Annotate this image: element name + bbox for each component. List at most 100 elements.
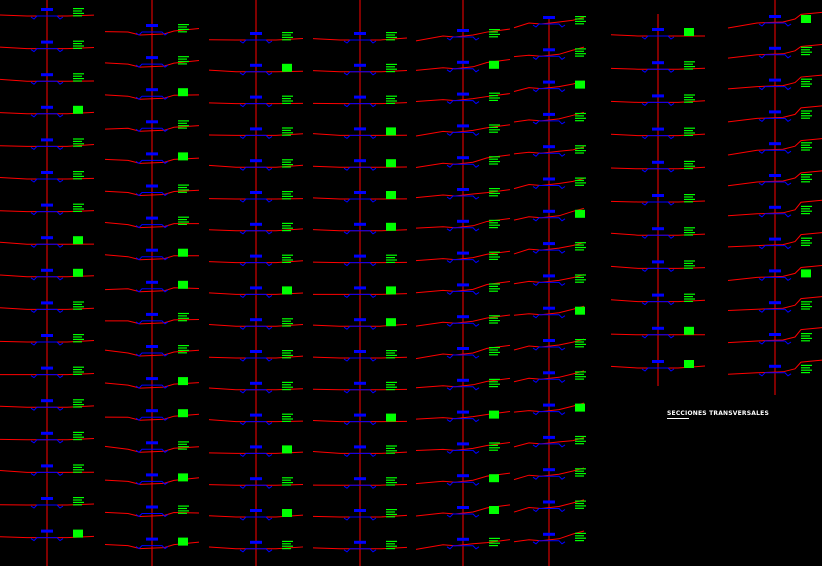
section-ref-block xyxy=(354,540,366,544)
section-ref-block xyxy=(146,248,158,252)
section-ref-block xyxy=(41,40,53,44)
annotation-bar xyxy=(489,386,498,388)
annotation-bar xyxy=(575,115,584,117)
annotation-bar xyxy=(489,227,498,229)
terrain-profile xyxy=(513,111,585,123)
annotation-bar xyxy=(386,509,397,511)
annotation-bar xyxy=(386,32,397,34)
section-ref-block xyxy=(146,345,158,348)
road-platform xyxy=(239,198,273,203)
annotation-bar xyxy=(489,447,500,449)
section-ref-block xyxy=(457,347,469,350)
annotation-bar xyxy=(684,265,695,267)
road-platform xyxy=(30,374,64,379)
annotation-bar xyxy=(489,31,498,33)
annotation-bar xyxy=(575,475,584,477)
road-platform xyxy=(532,152,566,157)
annotation-bar xyxy=(684,229,693,231)
annotation-block xyxy=(575,209,585,218)
annotation-bar xyxy=(801,178,812,180)
annotation-bar xyxy=(575,500,586,502)
annotation-bar xyxy=(73,404,84,406)
drawing-title: SECCIONES TRANSVERSALES xyxy=(667,410,769,417)
annotation-bar xyxy=(386,389,395,391)
road-platform xyxy=(30,504,64,509)
section-ref-block xyxy=(250,413,262,417)
annotation-bar xyxy=(386,452,395,454)
annotation-bar xyxy=(801,340,810,342)
road-platform xyxy=(343,548,377,553)
section-ref-block xyxy=(41,334,53,337)
annotation-bar xyxy=(489,251,500,253)
annotation-bar xyxy=(73,434,82,436)
annotation-bar xyxy=(801,112,810,114)
section-ref-block xyxy=(769,269,781,273)
annotation-bar xyxy=(684,127,695,129)
annotation-block xyxy=(73,268,83,277)
road-platform xyxy=(135,352,169,357)
road-platform xyxy=(446,354,480,359)
road-platform xyxy=(135,95,169,100)
section-ref-block xyxy=(354,191,366,194)
section-ref-block xyxy=(457,251,469,255)
annotation-bar xyxy=(178,221,189,223)
annotation-bar xyxy=(575,246,586,249)
annotation-bar xyxy=(801,144,810,146)
annotation-bar xyxy=(282,191,293,193)
terrain-profile xyxy=(415,154,511,169)
terrain-profile xyxy=(513,146,585,155)
road-platform xyxy=(239,262,273,267)
annotation-bar xyxy=(73,471,82,473)
road-platform xyxy=(641,101,675,107)
section-ref-block xyxy=(543,403,555,407)
annotation-block xyxy=(282,509,292,517)
annotation-block xyxy=(386,318,396,327)
section-ref-block xyxy=(41,399,53,403)
annotation-bar xyxy=(282,222,293,224)
section-ref-block xyxy=(250,63,262,67)
annotation-bar xyxy=(489,29,500,31)
annotation-bar xyxy=(282,548,291,550)
section-ref-block xyxy=(543,500,555,504)
section-ref-block xyxy=(41,73,53,77)
annotation-bar xyxy=(489,92,500,94)
road-platform xyxy=(239,484,273,489)
annotation-bar xyxy=(489,129,500,131)
section-ref-block xyxy=(354,159,366,163)
section-ref-block xyxy=(769,110,781,114)
annotation-bar xyxy=(282,195,293,197)
road-platform xyxy=(532,540,566,545)
section-ref-block xyxy=(769,15,781,18)
terrain-profile xyxy=(513,467,585,481)
road-platform xyxy=(239,230,273,235)
annotation-bar xyxy=(386,484,395,486)
annotation-bar xyxy=(178,28,189,30)
annotation-bar xyxy=(575,244,584,246)
road-platform xyxy=(758,149,792,154)
annotation-bar xyxy=(386,254,397,256)
section-ref-block xyxy=(41,497,53,500)
annotation-block xyxy=(684,360,694,368)
annotation-bar xyxy=(73,206,82,208)
annotation-bar xyxy=(386,36,397,38)
terrain-profile xyxy=(727,170,822,187)
road-platform xyxy=(532,314,566,319)
annotation-bar xyxy=(178,441,189,443)
terrain-profile xyxy=(727,105,822,123)
annotation-bar xyxy=(575,249,584,251)
terrain-profile xyxy=(513,207,585,221)
section-ref-block xyxy=(146,216,158,220)
annotation-bar xyxy=(489,315,500,317)
annotation-bar xyxy=(575,443,584,445)
section-ref-block xyxy=(652,360,664,363)
annotation-bar xyxy=(386,445,397,447)
section-ref-block xyxy=(457,410,469,414)
annotation-bar xyxy=(575,346,584,348)
annotation-bar xyxy=(801,149,810,151)
annotation-bar xyxy=(801,210,812,212)
annotation-bar xyxy=(801,335,810,337)
annotation-bar xyxy=(178,320,187,322)
annotation-bar xyxy=(684,165,695,167)
annotation-bar xyxy=(282,230,291,232)
